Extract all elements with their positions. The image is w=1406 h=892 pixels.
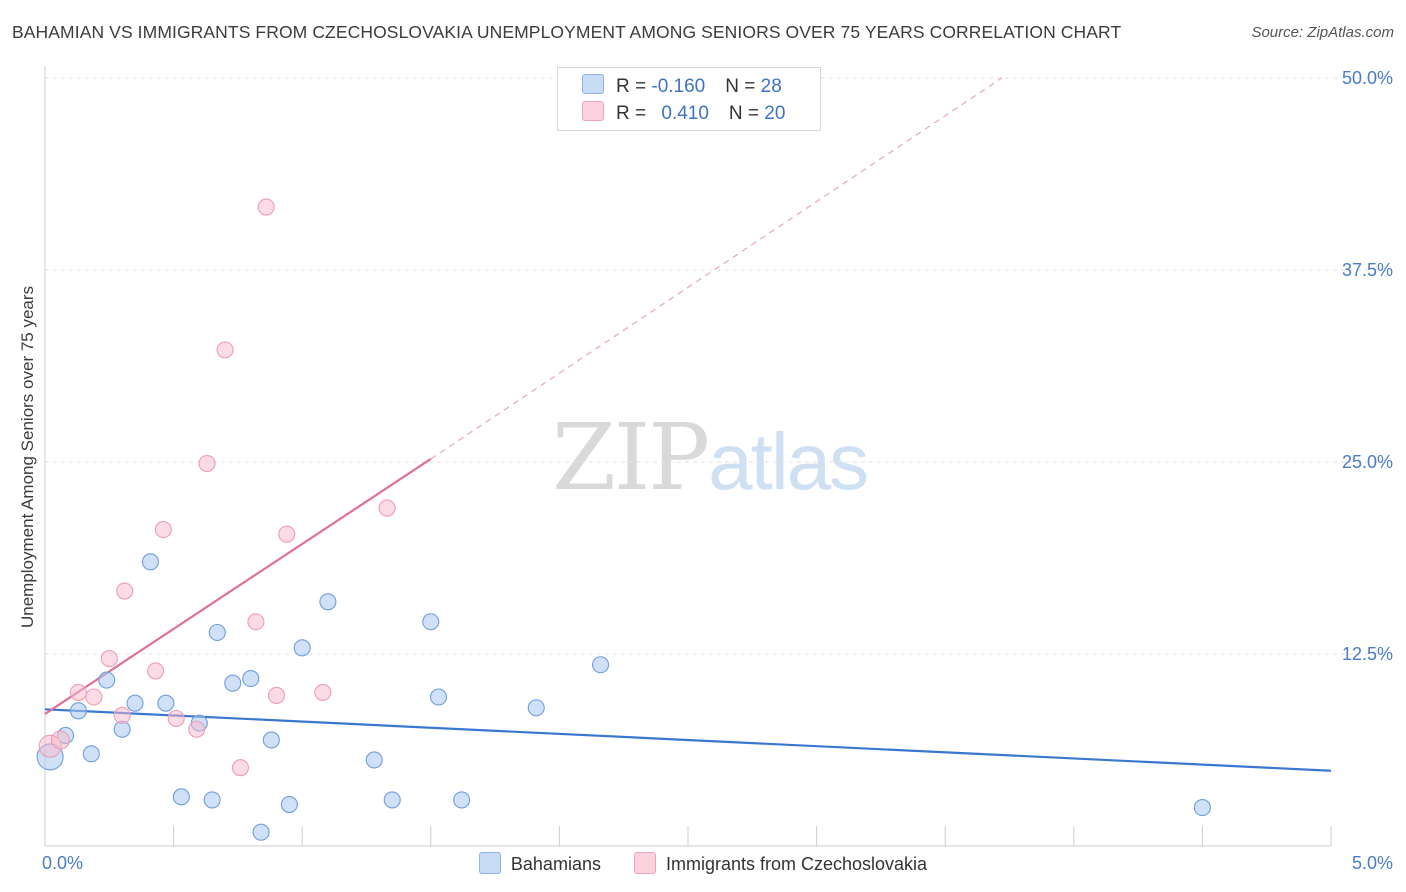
point-bahamians — [280, 795, 298, 814]
y-tick-label: 37.5% — [1342, 260, 1393, 280]
y-tick-label: 25.0% — [1342, 452, 1393, 472]
point-czechoslovakia — [100, 650, 118, 668]
legend-swatch-czechoslovakia — [582, 101, 604, 121]
point-bahamians — [262, 731, 280, 749]
point-bahamians — [98, 671, 116, 689]
trendline-czechoslovakia-extension — [430, 77, 1003, 460]
labels-layer: 12.5% 25.0% 37.5% 50.0% 0.0% 5.0% Unemployment… — [18, 68, 1393, 873]
trendline-czechoslovakia — [44, 458, 432, 715]
series-legend: Bahamians Immigrants from Czechoslovakia — [0, 852, 1406, 875]
legend-n-value: 20 — [764, 103, 786, 124]
legend-item-bahamians[interactable]: Bahamians — [478, 852, 601, 875]
point-czechoslovakia — [267, 686, 286, 705]
point-bahamians — [157, 694, 175, 712]
point-czechoslovakia — [216, 341, 234, 359]
point-bahamians — [203, 791, 221, 809]
point-czechoslovakia — [50, 730, 70, 750]
trendline-bahamians — [44, 708, 1332, 772]
point-czechoslovakia — [154, 521, 172, 539]
point-czechoslovakia — [69, 683, 87, 701]
point-czechoslovakia — [278, 525, 296, 543]
legend-n-label: N = — [728, 103, 765, 124]
point-czechoslovakia — [314, 683, 332, 701]
point-bahamians — [319, 593, 337, 611]
legend-n-value: 28 — [760, 76, 782, 97]
point-bahamians — [224, 674, 242, 692]
x-tick-label: 5.0% — [1352, 853, 1393, 873]
point-bahamians — [242, 670, 260, 688]
point-bahamians — [453, 791, 471, 809]
y-tick-label: 12.5% — [1342, 644, 1393, 664]
point-bahamians — [252, 823, 270, 841]
y-tick-label: 50.0% — [1342, 68, 1393, 88]
legend-swatch-bahamians — [478, 852, 501, 874]
correlation-legend: R = -0.160 N = 28 R = 0.410 N = 20 — [557, 67, 821, 131]
legend-label-czechoslovakia: Immigrants from Czechoslovakia — [665, 854, 928, 874]
axis-layer — [44, 66, 1332, 847]
point-czechoslovakia — [147, 662, 165, 680]
point-czechoslovakia — [113, 706, 131, 724]
point-bahamians — [1193, 799, 1211, 817]
grid-layer — [45, 77, 1392, 655]
source-label: Source: ZipAtlas.com — [1251, 24, 1394, 41]
point-bahamians — [527, 699, 545, 717]
legend-label-bahamians: Bahamians — [510, 854, 601, 874]
watermark-zip: ZIP — [552, 404, 710, 511]
legend-swatch-bahamians — [582, 74, 604, 94]
legend-swatch-czechoslovakia — [633, 852, 656, 874]
legend-item-czechoslovakia[interactable]: Immigrants from Czechoslovakia — [633, 852, 928, 875]
point-bahamians — [172, 788, 190, 806]
point-bahamians — [82, 745, 100, 763]
trend-layer — [44, 77, 1332, 772]
point-bahamians — [422, 613, 440, 631]
chart-title: BAHAMIAN VS IMMIGRANTS FROM CZECHOSLOVAK… — [12, 22, 1122, 42]
point-czechoslovakia — [167, 709, 185, 728]
legend-r-label: R = — [616, 76, 652, 97]
point-bahamians — [383, 791, 401, 809]
point-czechoslovakia — [231, 759, 250, 777]
points-layer — [36, 198, 1211, 841]
point-czechoslovakia — [378, 499, 396, 517]
point-bahamians — [208, 623, 226, 642]
point-czechoslovakia — [188, 720, 206, 738]
legend-r-label: R = — [616, 103, 652, 124]
point-czechoslovakia — [247, 613, 265, 631]
legend-r-value: 0.410 — [661, 103, 709, 124]
point-bahamians — [365, 751, 383, 769]
point-bahamians — [592, 656, 610, 674]
point-czechoslovakia — [85, 688, 103, 706]
point-bahamians — [126, 694, 144, 712]
legend-row-czechoslovakia: R = 0.410 N = 20 — [582, 101, 785, 125]
legend-r-value: -0.160 — [651, 76, 706, 97]
legend-n-label: N = — [725, 76, 761, 97]
point-czechoslovakia — [198, 454, 216, 473]
point-bahamians — [141, 553, 160, 571]
point-bahamians — [293, 639, 311, 657]
y-axis-title: Unemployment Among Seniors over 75 years — [18, 286, 37, 628]
point-czechoslovakia — [257, 198, 275, 216]
x-tick-label: 0.0% — [42, 853, 83, 873]
legend-row-bahamians: R = -0.160 N = 28 — [582, 74, 782, 98]
point-bahamians — [429, 688, 448, 706]
watermark: ZIPatlas — [552, 404, 869, 511]
point-bahamians — [69, 702, 87, 720]
point-czechoslovakia — [116, 582, 134, 600]
